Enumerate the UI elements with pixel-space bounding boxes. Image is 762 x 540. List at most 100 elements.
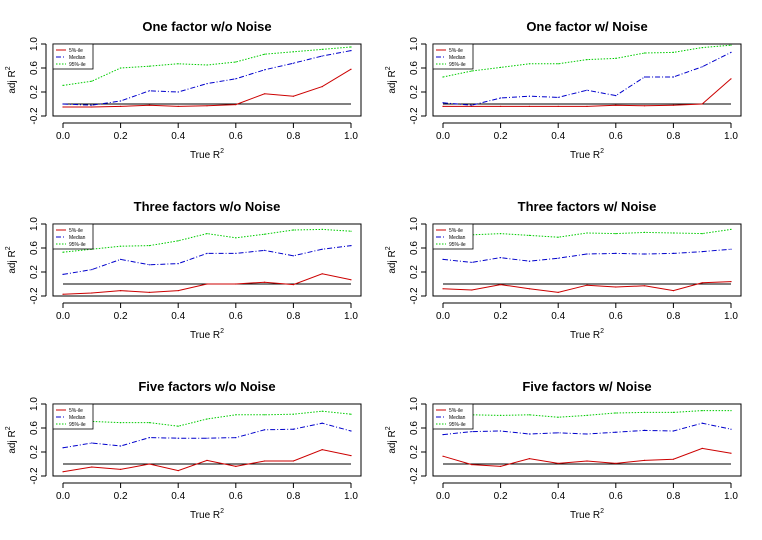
data-point bbox=[586, 105, 588, 107]
x-tick-label: 0.0 bbox=[56, 491, 70, 502]
data-point bbox=[264, 233, 266, 235]
data-point bbox=[206, 283, 208, 285]
data-point bbox=[586, 414, 588, 416]
data-point bbox=[120, 245, 122, 247]
data-point bbox=[672, 51, 675, 54]
y-tick-label: 0.6 bbox=[29, 61, 40, 75]
data-point bbox=[615, 104, 617, 106]
x-tick-label: 0.4 bbox=[171, 131, 185, 142]
data-point bbox=[91, 104, 93, 106]
x-axis-label-superscript: 2 bbox=[600, 328, 604, 335]
data-point bbox=[235, 414, 237, 416]
x-tick-label: 0.2 bbox=[114, 311, 128, 322]
data-point bbox=[120, 105, 122, 107]
data-point bbox=[730, 281, 732, 283]
y-tick-label: 0.2 bbox=[409, 85, 420, 99]
data-point bbox=[644, 253, 646, 255]
legend-label: 95%-ile bbox=[449, 62, 466, 68]
data-point bbox=[350, 279, 352, 281]
data-point bbox=[672, 232, 675, 234]
y-tick-label: 0.2 bbox=[29, 85, 40, 99]
plot-frame bbox=[432, 43, 742, 117]
plot-frame bbox=[52, 43, 362, 117]
data-point bbox=[701, 251, 703, 253]
x-axis-label-superscript: 2 bbox=[220, 508, 224, 515]
legend-label: Median bbox=[69, 415, 86, 421]
x-tick-label: 0.4 bbox=[551, 311, 565, 322]
y-tick-label: -0.2 bbox=[409, 467, 420, 485]
x-tick-label: 1.0 bbox=[724, 491, 738, 502]
data-point bbox=[672, 290, 675, 292]
x-tick-label: 0.0 bbox=[436, 131, 450, 142]
data-point bbox=[292, 255, 294, 257]
data-point bbox=[701, 103, 703, 105]
data-point bbox=[206, 459, 208, 461]
data-point bbox=[264, 281, 266, 283]
x-tick-label: 1.0 bbox=[344, 491, 358, 502]
x-tick-label: 0.8 bbox=[286, 491, 300, 502]
legend-label: 5%-ile bbox=[69, 408, 83, 414]
x-tick-label: 0.2 bbox=[494, 491, 508, 502]
x-tick-label: 0.4 bbox=[171, 491, 185, 502]
y-axis-label: adj R2 bbox=[5, 246, 18, 273]
data-point bbox=[292, 95, 294, 97]
x-tick-label: 0.8 bbox=[286, 311, 300, 322]
legend-label: 5%-ile bbox=[449, 228, 463, 234]
y-axis-label: adj R2 bbox=[5, 66, 18, 93]
x-tick-label: 0.6 bbox=[609, 311, 623, 322]
chart-title: Three factors w/o Noise bbox=[134, 199, 281, 214]
data-point bbox=[350, 68, 352, 70]
y-axis-label-text: adj R bbox=[7, 70, 18, 93]
data-point bbox=[321, 410, 323, 412]
data-point bbox=[730, 410, 732, 412]
plot-frame bbox=[432, 223, 742, 297]
data-point bbox=[350, 455, 352, 457]
data-point bbox=[500, 414, 502, 416]
data-point bbox=[264, 460, 266, 462]
x-tick-label: 0.0 bbox=[436, 491, 450, 502]
data-point bbox=[557, 63, 559, 65]
data-point bbox=[206, 418, 208, 420]
data-point bbox=[206, 83, 208, 85]
data-point bbox=[264, 93, 266, 95]
x-tick-label: 0.2 bbox=[494, 131, 508, 142]
x-axis-label-text: True R bbox=[190, 330, 220, 341]
x-tick-label: 0.6 bbox=[229, 491, 243, 502]
data-point bbox=[471, 70, 473, 72]
data-point bbox=[557, 96, 559, 98]
data-point bbox=[701, 447, 703, 449]
data-point bbox=[730, 452, 732, 454]
x-tick-label: 0.4 bbox=[551, 491, 565, 502]
data-point bbox=[442, 434, 444, 436]
data-point bbox=[500, 257, 502, 259]
data-point bbox=[292, 284, 294, 286]
data-point bbox=[148, 104, 150, 106]
x-tick-label: 1.0 bbox=[344, 131, 358, 142]
data-point bbox=[292, 413, 294, 415]
series-line bbox=[62, 245, 352, 275]
legend-label: 5%-ile bbox=[69, 48, 83, 54]
data-point bbox=[148, 291, 150, 293]
y-axis-label-text: adj R bbox=[387, 70, 398, 93]
x-tick-label: 0.0 bbox=[56, 131, 70, 142]
x-axis-label: True R2 bbox=[190, 508, 224, 521]
series-line bbox=[62, 46, 352, 86]
data-point bbox=[528, 260, 531, 262]
data-point bbox=[120, 445, 122, 447]
data-point bbox=[177, 437, 179, 439]
y-axis-label-superscript: 2 bbox=[385, 66, 392, 70]
data-point bbox=[672, 458, 675, 460]
data-point bbox=[292, 460, 294, 462]
x-axis-label: True R2 bbox=[190, 148, 224, 161]
legend-label: Median bbox=[69, 235, 86, 241]
data-point bbox=[586, 253, 588, 255]
y-tick-label: -0.2 bbox=[409, 107, 420, 125]
x-axis-label-text: True R bbox=[570, 510, 600, 521]
data-point bbox=[701, 410, 703, 412]
series-line bbox=[442, 422, 732, 436]
data-point bbox=[730, 228, 732, 230]
data-point bbox=[528, 433, 531, 435]
data-point bbox=[120, 100, 122, 102]
data-point bbox=[586, 460, 588, 462]
